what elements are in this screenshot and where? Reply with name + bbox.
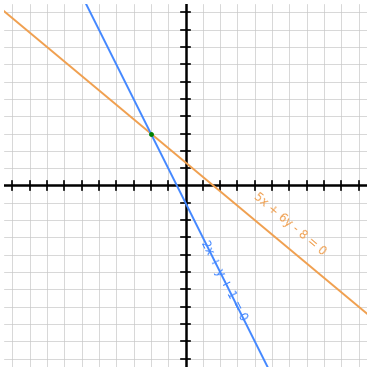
Text: 2x + y + 1 = 0: 2x + y + 1 = 0 (198, 238, 249, 323)
Text: 5x + 6y - 8 = 0: 5x + 6y - 8 = 0 (251, 190, 328, 257)
